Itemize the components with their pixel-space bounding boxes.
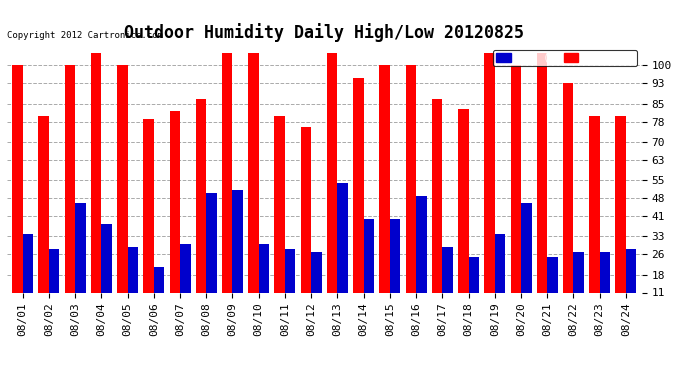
Bar: [23, 234, 33, 321]
Bar: [364, 219, 374, 321]
Bar: [573, 252, 584, 321]
Bar: [442, 247, 453, 321]
Bar: [469, 257, 479, 321]
Bar: [390, 219, 400, 321]
Bar: [563, 83, 573, 321]
Bar: [484, 53, 495, 321]
Bar: [275, 117, 285, 321]
Bar: [521, 203, 531, 321]
Bar: [537, 53, 547, 321]
Bar: [337, 183, 348, 321]
Bar: [12, 65, 23, 321]
Bar: [154, 267, 164, 321]
Bar: [259, 244, 269, 321]
Bar: [458, 109, 469, 321]
Bar: [65, 65, 75, 321]
Text: Copyright 2012 Cartronics.com: Copyright 2012 Cartronics.com: [7, 31, 163, 40]
Bar: [406, 65, 416, 321]
Bar: [285, 249, 295, 321]
Bar: [589, 117, 600, 321]
Bar: [600, 252, 610, 321]
Bar: [206, 193, 217, 321]
Bar: [39, 117, 49, 321]
Bar: [353, 78, 364, 321]
Bar: [117, 65, 128, 321]
Bar: [144, 119, 154, 321]
Bar: [101, 224, 112, 321]
Bar: [248, 53, 259, 321]
Bar: [180, 244, 190, 321]
Bar: [495, 234, 505, 321]
Title: Outdoor Humidity Daily High/Low 20120825: Outdoor Humidity Daily High/Low 20120825: [124, 23, 524, 42]
Legend: Low  (%), High  (%): Low (%), High (%): [493, 50, 637, 66]
Bar: [615, 117, 626, 321]
Bar: [49, 249, 59, 321]
Bar: [75, 203, 86, 321]
Bar: [327, 53, 337, 321]
Bar: [380, 65, 390, 321]
Bar: [128, 247, 138, 321]
Bar: [196, 99, 206, 321]
Bar: [233, 190, 243, 321]
Bar: [547, 257, 558, 321]
Bar: [222, 53, 233, 321]
Bar: [432, 99, 442, 321]
Bar: [170, 111, 180, 321]
Bar: [311, 252, 322, 321]
Bar: [511, 65, 521, 321]
Bar: [416, 195, 426, 321]
Bar: [626, 249, 636, 321]
Bar: [301, 127, 311, 321]
Bar: [91, 53, 101, 321]
